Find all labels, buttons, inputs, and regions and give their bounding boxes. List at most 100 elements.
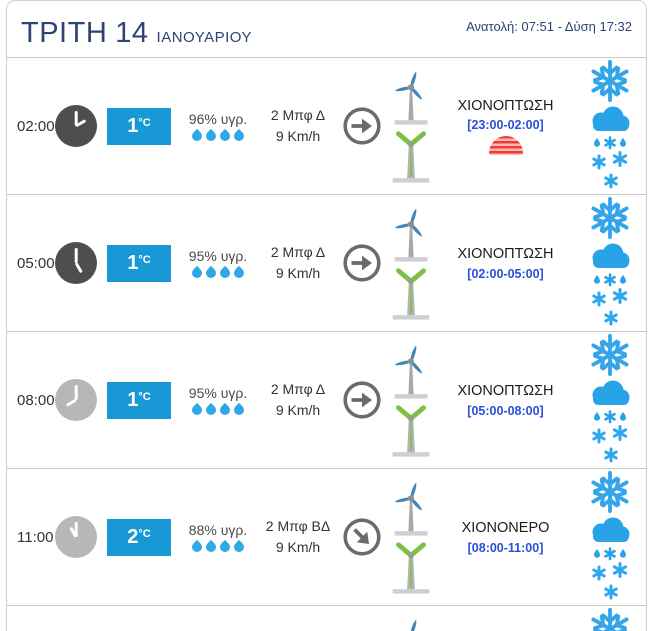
temperature-label: 2°C [127, 527, 150, 547]
humidity-label: 96% υγρ. [188, 111, 248, 127]
page-title: ΤΡΙΤΗ 14 ΙΑΝΟΥΑΡΙΟΥ [21, 17, 252, 50]
wind-turbine-strong-icon [392, 405, 430, 457]
forecast-row: 08:00 1°C 95% υγρ. 2 Μπφ Δ 9 Km/h [7, 332, 646, 469]
wind-beaufort-label: 2 Μπφ Δ [270, 244, 326, 260]
wind-turbine-icon [394, 482, 428, 536]
condition-time-range: [23:00-02:00] [467, 118, 544, 133]
time-label: 05:00 [17, 254, 55, 272]
condition-time-range: [02:00-05:00] [467, 266, 544, 281]
temperature-label: 1°C [127, 390, 150, 410]
water-drop-icon [189, 128, 205, 144]
water-drop-icon [231, 265, 247, 281]
wind-turbine-icon [394, 345, 428, 399]
wind-direction-icon [343, 518, 381, 556]
water-drop-icon [217, 402, 233, 418]
temperature-unit: °C [138, 254, 151, 266]
snow-warning-icon [488, 136, 523, 156]
month-name: ΙΑΝΟΥΑΡΙΟΥ [156, 29, 252, 46]
wind-turbine-strong-icon [392, 542, 430, 594]
wind-beaufort-label: 2 Μπφ Δ [270, 381, 326, 397]
water-drop-icon [203, 539, 219, 555]
snowflake-icon [591, 470, 629, 514]
temperature-unit: °C [138, 391, 151, 403]
wind-direction-icon [343, 244, 381, 282]
wind-turbine-strong-icon [392, 131, 430, 183]
temperature-badge: 2°C [107, 518, 171, 556]
humidity-drops [189, 265, 247, 281]
temperature-label: 1°C [127, 253, 150, 273]
condition-time-range: [08:00-11:00] [467, 540, 544, 555]
sunrise-sunset-label: Ανατολή: 07:51 - Δύση 17:32 [466, 19, 632, 34]
wind-speed-label: 9 Km/h [275, 265, 321, 281]
snowflake-icon [591, 333, 629, 377]
wind-speed-label: 9 Km/h [275, 402, 321, 418]
sleet-cloud-icon [592, 243, 630, 287]
water-drop-icon [189, 265, 205, 281]
wind-turbine-icon [394, 208, 428, 262]
wind-speed-label: 9 Km/h [275, 539, 321, 555]
wind-turbine-icon [394, 71, 428, 125]
water-drop-icon [203, 128, 219, 144]
condition-label: ΧΙΟΝΟΠΤΩΣΗ [457, 97, 554, 114]
humidity-drops [189, 539, 247, 555]
clock-icon [55, 516, 97, 558]
humidity-label: 95% υγρ. [188, 248, 248, 264]
snowflake-icon [591, 196, 629, 240]
water-drop-icon [189, 539, 205, 555]
wind-turbine-strong-icon [392, 268, 430, 320]
wind-beaufort-label: 2 Μπφ Δ [270, 107, 326, 123]
day-date: 14 [115, 17, 149, 49]
temperature-label: 1°C [127, 116, 150, 136]
condition-label: ΧΙΟΝΟΠΤΩΣΗ [457, 246, 554, 263]
forecast-card: ΤΡΙΤΗ 14 ΙΑΝΟΥΑΡΙΟΥ Ανατολή: 07:51 - Δύσ… [6, 0, 647, 631]
water-drop-icon [231, 402, 247, 418]
sleet-cloud-icon [592, 517, 630, 561]
water-drop-icon [231, 128, 247, 144]
day-header: ΤΡΙΤΗ 14 ΙΑΝΟΥΑΡΙΟΥ Ανατολή: 07:51 - Δύσ… [7, 1, 646, 58]
time-label: 11:00 [17, 528, 54, 546]
condition-time-range: [05:00-08:00] [467, 403, 544, 418]
forecast-table: 02:00 1°C 96% υγρ. 2 Μπφ Δ 9 Km/h [7, 58, 646, 631]
forecast-row: 11:00 2°C 88% υγρ. 2 Μπφ ΒΔ 9 Km/h [7, 469, 646, 606]
water-drop-icon [217, 265, 233, 281]
clock-icon [55, 105, 97, 147]
light-snow-icon [592, 425, 628, 463]
light-snow-icon [592, 288, 628, 326]
forecast-row: 05:00 1°C 95% υγρ. 2 Μπφ Δ 9 Km/h [7, 195, 646, 332]
temperature-unit: °C [138, 117, 151, 129]
wind-speed-label: 9 Km/h [275, 128, 321, 144]
clock-minute-hand [74, 522, 78, 537]
humidity-label: 95% υγρ. [188, 385, 248, 401]
clock-icon [55, 242, 97, 284]
humidity-label: 88% υγρ. [188, 522, 248, 538]
snowflake-icon [591, 59, 629, 103]
wind-direction-icon [343, 107, 381, 145]
water-drop-icon [217, 128, 233, 144]
time-label: 08:00 [17, 391, 55, 409]
humidity-drops [189, 402, 247, 418]
light-snow-icon [592, 562, 628, 600]
clock-hour-hand [74, 262, 83, 274]
clock-minute-hand [74, 111, 78, 126]
water-drop-icon [231, 539, 247, 555]
wind-beaufort-label: 2 Μπφ ΒΔ [265, 518, 331, 534]
clock-hour-hand [65, 398, 77, 407]
light-snow-icon [592, 151, 628, 189]
temperature-value: 2 [127, 526, 139, 548]
day-name: ΤΡΙΤΗ [21, 17, 108, 49]
temperature-badge: 1°C [107, 107, 171, 145]
temperature-value: 1 [127, 115, 139, 137]
forecast-row: 02:00 1°C 96% υγρ. 2 Μπφ Δ 9 Km/h [7, 58, 646, 195]
temperature-badge: 1°C [107, 381, 171, 419]
clock-minute-hand [74, 248, 78, 263]
snowflake-icon [591, 607, 629, 631]
wind-turbine-icon [410, 619, 417, 631]
time-label: 02:00 [17, 117, 55, 135]
temperature-value: 1 [127, 389, 139, 411]
water-drop-icon [217, 539, 233, 555]
water-drop-icon [203, 402, 219, 418]
sleet-cloud-icon [592, 380, 630, 424]
water-drop-icon [203, 265, 219, 281]
clock-minute-hand [74, 385, 78, 400]
humidity-drops [189, 128, 247, 144]
